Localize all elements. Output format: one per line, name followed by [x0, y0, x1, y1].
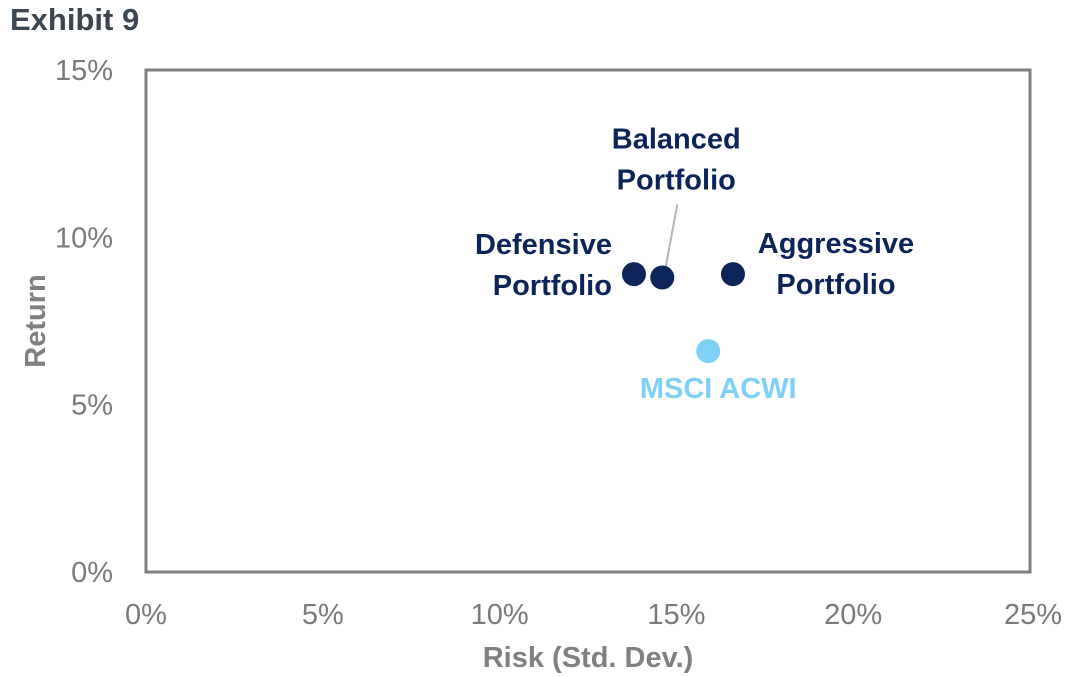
x-tick-label: 20% — [824, 599, 882, 631]
x-tick-label: 0% — [125, 599, 167, 631]
point-label: Aggressive Portfolio — [758, 228, 914, 301]
y-tick-label: 5% — [71, 390, 113, 422]
plot-area — [144, 68, 1032, 574]
x-tick-label: 15% — [647, 599, 705, 631]
x-tick-label: 5% — [302, 599, 344, 631]
exhibit-label: Exhibit 9 — [10, 2, 140, 37]
data-point — [720, 262, 745, 287]
point-label: Defensive Portfolio — [475, 229, 612, 302]
x-tick-label: 25% — [1004, 599, 1062, 631]
data-point — [650, 265, 675, 290]
leader-line — [664, 204, 679, 270]
x-tick-label: 10% — [471, 599, 529, 631]
point-label: MSCI ACWI — [640, 373, 797, 405]
data-point — [621, 262, 646, 287]
y-tick-label: 10% — [55, 222, 113, 254]
y-axis-title: Return — [20, 274, 52, 367]
y-tick-label: 15% — [55, 55, 113, 87]
x-axis-title: Risk (Std. Dev.) — [483, 642, 694, 674]
point-label: Balanced Portfolio — [612, 123, 741, 196]
data-point — [696, 339, 721, 364]
y-tick-label: 0% — [71, 557, 113, 589]
